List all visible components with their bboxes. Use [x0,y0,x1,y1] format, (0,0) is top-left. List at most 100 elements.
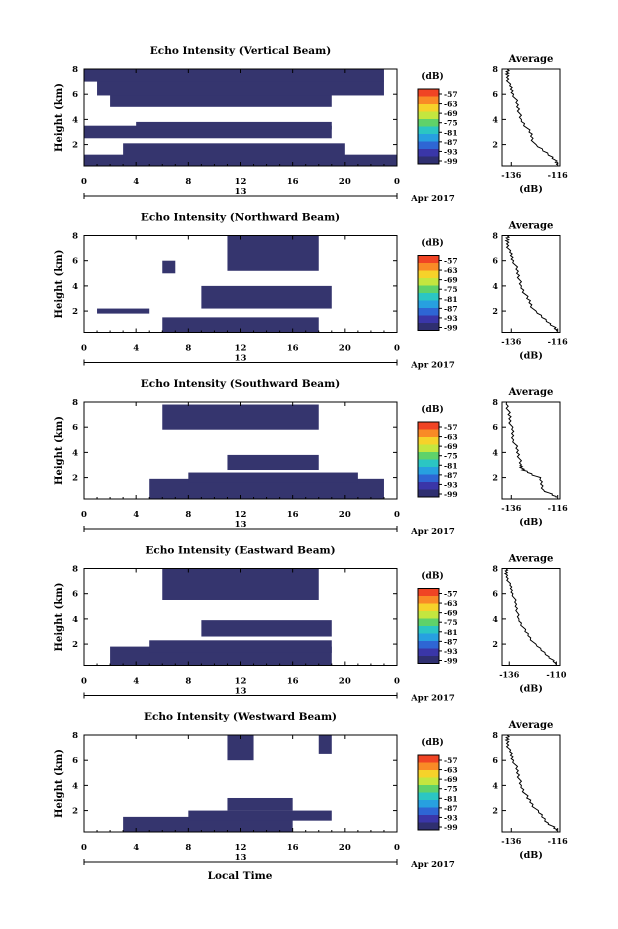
x-tick-label: 0 [394,843,400,853]
y-axis-label: Height (km) [54,416,65,485]
x-tick-label: 0 [394,177,400,187]
colorbar-swatch [418,263,439,271]
echo-region [227,797,293,811]
colorbar-tick-label: -57 [444,423,458,432]
colorbar-swatch [418,134,439,142]
echo-region [110,94,332,107]
x-tick-label: 0 [81,510,87,520]
x-tick-label: 16 [287,843,299,853]
average-title: Average [508,554,554,565]
average-frame [501,568,561,666]
average-x-label: (dB) [519,184,543,195]
echo-region [149,640,332,653]
colorbar-tick-label: -81 [444,295,458,304]
echo-region [162,404,319,430]
colorbar-swatch [418,815,439,823]
colorbar-tick-label: -87 [444,471,458,480]
x-tick-label: 0 [81,677,87,687]
echo-region [123,143,345,163]
x-tick-label: 0 [81,177,87,187]
colorbar-swatch [418,755,439,763]
y-tick-label: 6 [72,257,78,267]
date-label: Apr 2017 [410,694,455,704]
x-tick-label: 4 [133,510,139,520]
colorbar-swatch [418,300,439,309]
panel-title: Echo Intensity (Northward Beam) [141,212,340,224]
colorbar-tick-label: -57 [444,590,458,599]
colorbar-swatch [418,96,439,105]
day-label: 13 [235,853,247,863]
colorbar-swatch [418,603,439,612]
colorbar-frame [417,255,440,331]
average-y-tick-label: 8 [492,64,498,74]
average-y-tick-label: 4 [492,614,498,624]
colorbar-swatch [418,315,439,324]
echo-region [149,478,384,499]
y-tick-label: 2 [72,640,78,650]
colorbar-frame [417,754,440,831]
colorbar-tick-label: -81 [444,128,458,137]
colorbar-swatch [418,444,439,453]
x-tick-label: 4 [133,677,139,687]
echo-region [97,308,150,314]
y-tick-label: 8 [72,565,78,575]
panel-title: Echo Intensity (Westward Beam) [144,711,337,723]
average-x-tick-label: -136 [499,670,519,680]
y-axis-label: Height (km) [54,83,65,152]
colorbar-swatch [418,770,439,778]
colorbar-swatch [418,656,439,664]
x-tick-label: 8 [185,344,191,354]
average-y-tick-label: 6 [492,256,498,266]
colorbar-tick-label: -93 [444,647,458,656]
y-axis-label: Height (km) [54,583,65,652]
colorbar-swatch [418,800,439,808]
colorbar-swatch [418,807,439,816]
colorbar-unit: (dB) [421,737,443,748]
colorbar-tick-label: -57 [444,257,458,266]
average-y-tick-label: 6 [492,89,498,99]
colorbar-tick-label: -87 [444,304,458,313]
date-label: Apr 2017 [410,361,455,371]
echo-region [162,568,319,600]
average-y-tick-label: 6 [492,755,498,765]
average-frame [501,68,561,167]
echo-region [136,121,332,130]
y-tick-label: 6 [72,90,78,100]
x-tick-label: 0 [81,344,87,354]
x-tick-label: 4 [133,344,139,354]
x-tick-label: 4 [133,177,139,187]
colorbar-tick-label: -87 [444,804,458,813]
average-x-tick-label: -116 [548,503,568,513]
average-y-tick-label: 2 [492,806,498,816]
echo-region [97,80,384,96]
colorbar-swatch [418,648,439,657]
echo-region [188,810,332,821]
colorbar-swatch [418,323,439,331]
colorbar-swatch [418,285,439,294]
echo-region [201,285,332,309]
x-tick-label: 8 [185,843,191,853]
x-tick-label: 20 [339,843,351,853]
average-y-tick-label: 8 [492,231,498,241]
y-tick-label: 8 [72,398,78,408]
colorbar-swatch [418,641,439,649]
average-y-tick-label: 4 [492,114,498,124]
colorbar-unit: (dB) [421,571,443,582]
average-profile-line [504,235,559,332]
average-title: Average [508,54,554,65]
y-tick-label: 4 [72,781,78,791]
colorbar-unit: (dB) [421,71,443,82]
average-x-tick-label: -136 [501,170,521,180]
colorbar-swatch [418,270,439,279]
colorbar-swatch [418,785,439,793]
colorbar-unit: (dB) [421,404,443,415]
colorbar-tick-label: -99 [444,324,458,333]
colorbar-swatch [418,293,439,301]
y-tick-label: 2 [72,141,78,151]
x-tick-label: 0 [394,677,400,687]
panel-title: Echo Intensity (Eastward Beam) [145,545,335,557]
colorbar-tick-label: -75 [444,119,458,128]
colorbar-tick-label: -63 [444,433,458,442]
x-tick-label: 12 [235,677,247,687]
colorbar-tick-label: -75 [444,285,458,294]
